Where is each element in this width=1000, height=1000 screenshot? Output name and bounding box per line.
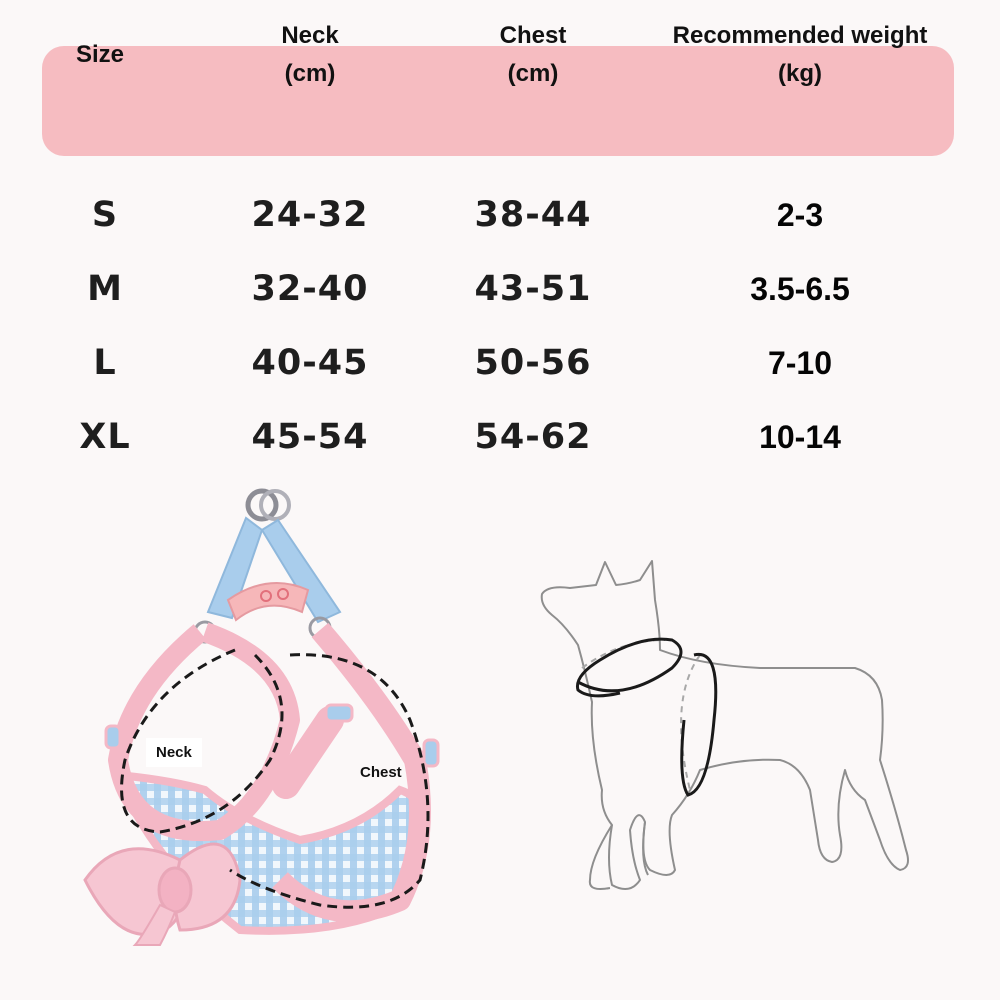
neck-cell: 45-54 bbox=[251, 417, 369, 457]
table-row: XL 45-54 54-62 10-14 bbox=[0, 407, 1000, 467]
chest-cell: 50-56 bbox=[474, 343, 592, 383]
neck-cell: 32-40 bbox=[251, 269, 369, 309]
size-cell: XL bbox=[79, 417, 131, 457]
neck-cell: 24-32 bbox=[251, 195, 369, 235]
weight-cell: 3.5-6.5 bbox=[750, 270, 850, 307]
header-neck: Neck (cm) bbox=[281, 22, 339, 87]
weight-cell: 7-10 bbox=[767, 344, 833, 381]
neck-label: Neck bbox=[146, 738, 202, 767]
dog-outline-illustration bbox=[540, 560, 909, 890]
chest-cell: 38-44 bbox=[474, 195, 592, 235]
chest-label: Chest bbox=[360, 764, 402, 781]
table-row: S 24-32 38-44 2-3 bbox=[0, 185, 1000, 245]
header-weight: Recommended weight (kg) bbox=[672, 22, 928, 87]
weight-cell: 10-14 bbox=[759, 418, 841, 455]
chest-cell: 54-62 bbox=[474, 417, 592, 457]
table-header bbox=[42, 46, 954, 156]
size-cell: L bbox=[93, 343, 117, 383]
size-cell: S bbox=[91, 195, 119, 235]
weight-cell: 2-3 bbox=[776, 196, 824, 233]
harness-illustration bbox=[83, 488, 440, 946]
table-row: M 32-40 43-51 3.5-6.5 bbox=[0, 259, 1000, 319]
chest-cell: 43-51 bbox=[474, 269, 592, 309]
table-row: L 40-45 50-56 7-10 bbox=[0, 333, 1000, 393]
size-cell: M bbox=[87, 269, 123, 309]
neck-cell: 40-45 bbox=[251, 343, 369, 383]
header-size: Size bbox=[75, 41, 125, 68]
header-chest: Chest (cm) bbox=[499, 22, 567, 87]
